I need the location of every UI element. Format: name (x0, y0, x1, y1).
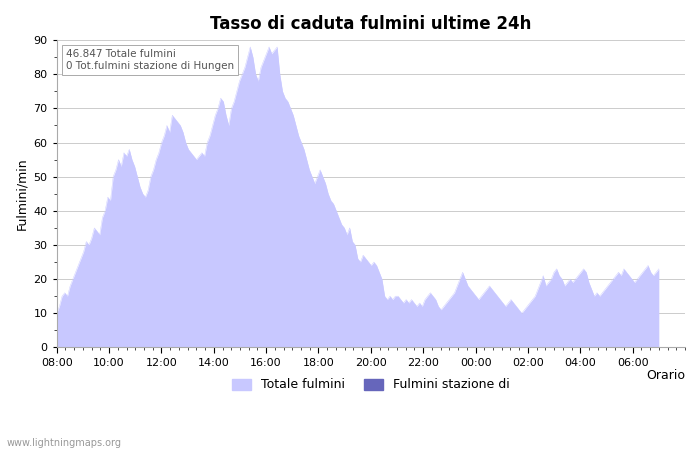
Y-axis label: Fulmini/min: Fulmini/min (15, 158, 28, 230)
Legend: Totale fulmini, Fulmini stazione di: Totale fulmini, Fulmini stazione di (228, 374, 514, 396)
Text: www.lightningmaps.org: www.lightningmaps.org (7, 438, 122, 448)
Text: Orario: Orario (646, 369, 685, 382)
Title: Tasso di caduta fulmini ultime 24h: Tasso di caduta fulmini ultime 24h (210, 15, 531, 33)
Text: 46.847 Totale fulmini
0 Tot.fulmini stazione di Hungen: 46.847 Totale fulmini 0 Tot.fulmini staz… (66, 50, 234, 71)
